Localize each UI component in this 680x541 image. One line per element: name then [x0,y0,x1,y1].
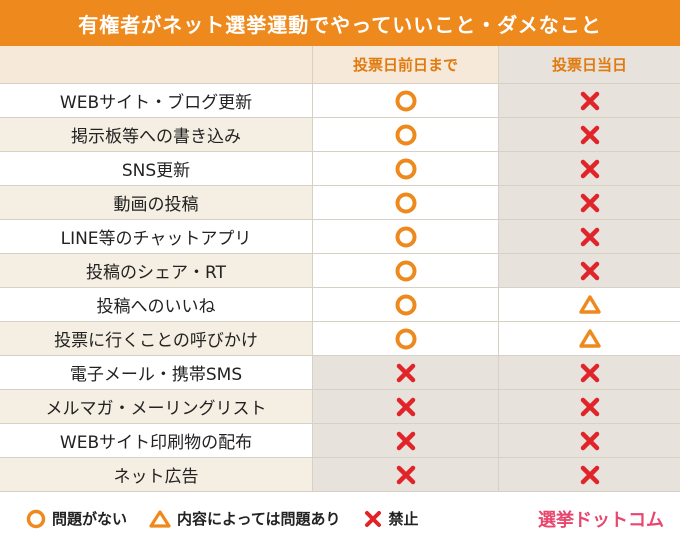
cell-before-election-day [312,254,498,287]
cell-before-election-day [312,152,498,185]
table-row: 動画の投稿 [0,186,680,220]
row-label: メルマガ・メーリングリスト [0,390,312,423]
circle-icon [394,259,418,283]
table-header-row: 投票日前日まで 投票日当日 [0,46,680,84]
cell-election-day [498,424,680,457]
row-label: 電子メール・携帯SMS [0,356,312,389]
row-label: 掲示板等への書き込み [0,118,312,151]
cross-icon [579,464,601,486]
cell-election-day [498,322,680,355]
row-label: 投稿のシェア・RT [0,254,312,287]
cell-election-day [498,254,680,287]
cell-election-day [498,118,680,151]
cross-icon [395,362,417,384]
cross-icon [395,396,417,418]
cross-icon [579,396,601,418]
triangle-icon [578,328,602,350]
table-row: LINE等のチャットアプリ [0,220,680,254]
table-body: WEBサイト・ブログ更新 掲示板等への書き込み SNS更新 動画の投稿 LINE等のチャ… [0,84,680,492]
legend-label-prohibited: 禁止 [388,510,419,528]
column-header-item [0,46,312,83]
table-row: 投稿のシェア・RT [0,254,680,288]
table-row: WEBサイト印刷物の配布 [0,424,680,458]
cross-icon [579,226,601,248]
table-row: 掲示板等への書き込み [0,118,680,152]
cross-icon [579,362,601,384]
circle-icon [394,225,418,249]
page-title: 有権者がネット選挙運動でやっていいこと・ダメなこと [0,0,680,46]
table-row: 投票に行くことの呼びかけ [0,322,680,356]
cell-election-day [498,152,680,185]
table-row: WEBサイト・ブログ更新 [0,84,680,118]
cell-election-day [498,84,680,117]
circle-icon [394,123,418,147]
row-label: 投票に行くことの呼びかけ [0,322,312,355]
legend-item-prohibited: 禁止 [363,508,419,529]
table-row: SNS更新 [0,152,680,186]
cell-before-election-day [312,84,498,117]
cell-election-day [498,288,680,321]
table-row: メルマガ・メーリングリスト [0,390,680,424]
cross-icon [579,192,601,214]
row-label: 投稿へのいいね [0,288,312,321]
legend-item-ok: 問題がない [26,508,127,529]
column-header-election-day: 投票日当日 [498,46,680,83]
legend: 問題がない 内容によっては問題あり 禁止 選挙ドットコム [0,496,680,541]
legend-item-depends: 内容によっては問題あり [149,508,341,529]
cell-election-day [498,186,680,219]
row-label: WEBサイト印刷物の配布 [0,424,312,457]
cell-before-election-day [312,118,498,151]
cross-icon [395,430,417,452]
cross-icon [579,158,601,180]
table-row: 投稿へのいいね [0,288,680,322]
cross-icon [579,430,601,452]
triangle-icon [149,509,171,529]
legend-label-depends: 内容によっては問題あり [177,510,341,528]
row-label: WEBサイト・ブログ更新 [0,84,312,117]
cross-icon [363,509,383,529]
cell-before-election-day [312,356,498,389]
cell-before-election-day [312,322,498,355]
cross-icon [579,124,601,146]
column-header-before-election-day: 投票日前日まで [312,46,498,83]
cross-icon [579,90,601,112]
row-label: LINE等のチャットアプリ [0,220,312,253]
cell-election-day [498,356,680,389]
row-label: ネット広告 [0,458,312,491]
circle-icon [394,89,418,113]
cell-before-election-day [312,458,498,491]
cross-icon [395,464,417,486]
table-row: ネット広告 [0,458,680,492]
circle-icon [394,191,418,215]
cell-before-election-day [312,220,498,253]
cell-before-election-day [312,186,498,219]
row-label: SNS更新 [0,152,312,185]
cross-icon [579,260,601,282]
circle-icon [26,509,46,529]
table-row: 電子メール・携帯SMS [0,356,680,390]
legend-label-ok: 問題がない [52,510,128,528]
circle-icon [394,293,418,317]
logo-text: 選挙ドットコム [538,509,664,531]
cell-election-day [498,390,680,423]
cell-before-election-day [312,390,498,423]
circle-icon [394,327,418,351]
cell-election-day [498,220,680,253]
rules-table: 投票日前日まで 投票日当日 WEBサイト・ブログ更新 掲示板等への書き込み SNS更… [0,46,680,492]
cell-election-day [498,458,680,491]
cell-before-election-day [312,424,498,457]
row-label: 動画の投稿 [0,186,312,219]
cell-before-election-day [312,288,498,321]
site-logo: 選挙ドットコム [538,506,664,532]
circle-icon [394,157,418,181]
triangle-icon [578,294,602,316]
